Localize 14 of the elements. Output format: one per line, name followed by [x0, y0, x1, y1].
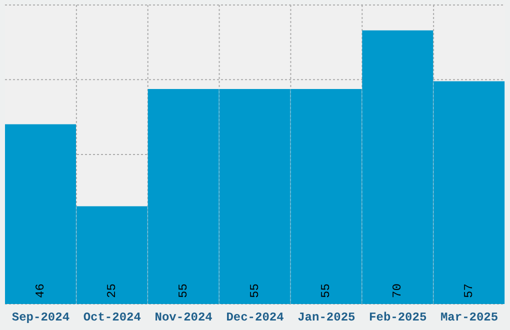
- data-label: 55: [248, 284, 262, 298]
- data-label: 55: [319, 284, 334, 298]
- x-tick-label: Mar-2025: [440, 310, 498, 325]
- x-tick-label: Feb-2025: [369, 310, 427, 325]
- data-label: 55: [176, 284, 190, 298]
- x-tick-label: Oct-2024: [83, 310, 141, 325]
- data-label: 70: [390, 284, 405, 298]
- x-tick-label: Sep-2024: [12, 310, 70, 325]
- data-label: 57: [462, 284, 476, 298]
- x-tick-label: Nov-2024: [154, 310, 212, 325]
- data-label: 46: [34, 284, 48, 298]
- data-label: 25: [104, 284, 119, 298]
- x-tick-label: Jan-2025: [298, 310, 356, 325]
- x-tick-label: Dec-2024: [226, 310, 284, 325]
